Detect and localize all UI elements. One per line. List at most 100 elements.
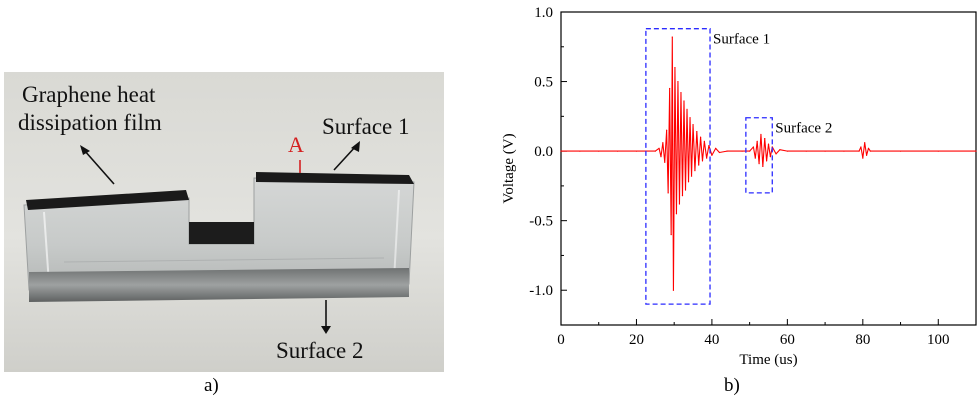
signal-point	[824, 150, 826, 152]
x-tick-label: 20	[629, 332, 644, 348]
signal-point	[775, 153, 777, 155]
annotation-box-2	[745, 117, 773, 194]
signal-point	[764, 137, 766, 140]
signal-point	[779, 149, 781, 151]
signal-point	[654, 150, 656, 152]
signal-point	[699, 136, 702, 138]
signal-point	[598, 150, 600, 152]
signal-point	[805, 150, 807, 152]
signal-point	[760, 133, 762, 136]
signal-point	[701, 160, 704, 162]
signal-point	[749, 150, 751, 152]
signal-point	[687, 181, 690, 183]
signal-point	[708, 144, 710, 147]
signal-point	[843, 150, 845, 152]
caption-b: b)	[724, 375, 740, 396]
surface-1-arrow	[333, 145, 357, 171]
signal-point	[672, 289, 675, 291]
signal-point	[674, 67, 676, 69]
signal-point	[756, 140, 758, 142]
signal-point	[752, 146, 755, 148]
signal-point	[864, 142, 866, 144]
signal-point	[718, 151, 721, 154]
graphene-film-slot	[189, 222, 254, 244]
signal-point	[680, 92, 682, 94]
y-tick-label: 0.0	[534, 144, 553, 160]
signal-point	[867, 147, 870, 149]
y-tick-label: 1.0	[534, 5, 553, 21]
signal-point	[726, 150, 728, 152]
y-tick-label: -1.0	[529, 283, 553, 299]
signal-point	[869, 150, 871, 152]
annotation-label-2: Surface 2	[775, 121, 832, 137]
annotation-box-1	[645, 28, 711, 305]
signal-point	[715, 147, 717, 149]
label-surface-1: Surface 1	[322, 114, 410, 139]
specimen-photo: Graphene heat dissipation film Surface 1…	[4, 72, 444, 372]
signal-point	[690, 175, 693, 177]
x-tick-label: 60	[780, 332, 795, 348]
signal-point	[684, 189, 687, 191]
signal-point	[616, 150, 619, 152]
annotation-label-1: Surface 1	[713, 32, 770, 48]
y-tick-label: 0.5	[534, 75, 553, 91]
signal-point	[681, 195, 684, 197]
signal-point	[664, 161, 666, 163]
signal-point	[675, 213, 678, 215]
signal-point	[975, 150, 977, 152]
caption-a: a)	[204, 375, 219, 396]
signal-point	[858, 150, 860, 152]
signal-point	[698, 164, 700, 166]
x-axis-label: Time (us)	[739, 352, 797, 368]
signal-point	[660, 156, 662, 158]
signal-point	[669, 87, 671, 90]
signal-point	[766, 160, 768, 162]
signal-point	[741, 150, 743, 152]
signal-point	[686, 108, 688, 110]
signal-line	[561, 36, 976, 291]
signal-point	[758, 163, 760, 165]
signal-point	[692, 124, 694, 126]
signal-point	[706, 157, 708, 159]
signal-point	[579, 150, 581, 152]
signal-point	[703, 140, 705, 142]
signal-point	[767, 143, 770, 145]
signal-point	[696, 131, 698, 133]
signal-point	[769, 156, 771, 158]
signal-point	[860, 146, 862, 148]
signal-point	[865, 154, 868, 156]
signal-point	[862, 157, 864, 159]
label-film-line1: Graphene heat	[22, 82, 156, 107]
signal-point	[662, 142, 664, 144]
x-tick-label: 80	[855, 332, 870, 348]
signal-point	[937, 150, 939, 152]
signal-point	[683, 100, 685, 102]
label-a: A	[288, 132, 304, 157]
signal-point	[762, 165, 764, 168]
signal-point	[560, 150, 562, 152]
surface-2-base	[29, 268, 409, 302]
signal-point	[677, 80, 679, 83]
x-tick-label: 0	[557, 332, 565, 348]
signal-point	[635, 150, 638, 152]
signal-point	[666, 129, 668, 131]
signal-point	[771, 146, 773, 148]
signal-point	[689, 117, 691, 119]
signal-point	[899, 150, 902, 152]
signal-point	[711, 154, 713, 156]
plot-frame	[560, 11, 977, 326]
y-tick-label: -0.5	[529, 214, 553, 230]
voltage-chart: 0 20 40 60 80 100 -1.0 -0.5 0.0 0.5 1.0 Time (us) Vo…	[490, 0, 978, 375]
signal-point	[754, 157, 756, 159]
film-arrow	[83, 149, 115, 185]
graphene-film-right	[256, 172, 414, 184]
signal-point	[670, 233, 672, 236]
x-tick-label: 100	[927, 332, 950, 348]
label-surface-2: Surface 2	[276, 338, 364, 363]
signal-point	[658, 147, 660, 149]
signal-point	[786, 150, 788, 152]
signal-point	[694, 169, 696, 172]
x-tick-label: 40	[704, 332, 719, 348]
signal-point	[678, 203, 681, 205]
